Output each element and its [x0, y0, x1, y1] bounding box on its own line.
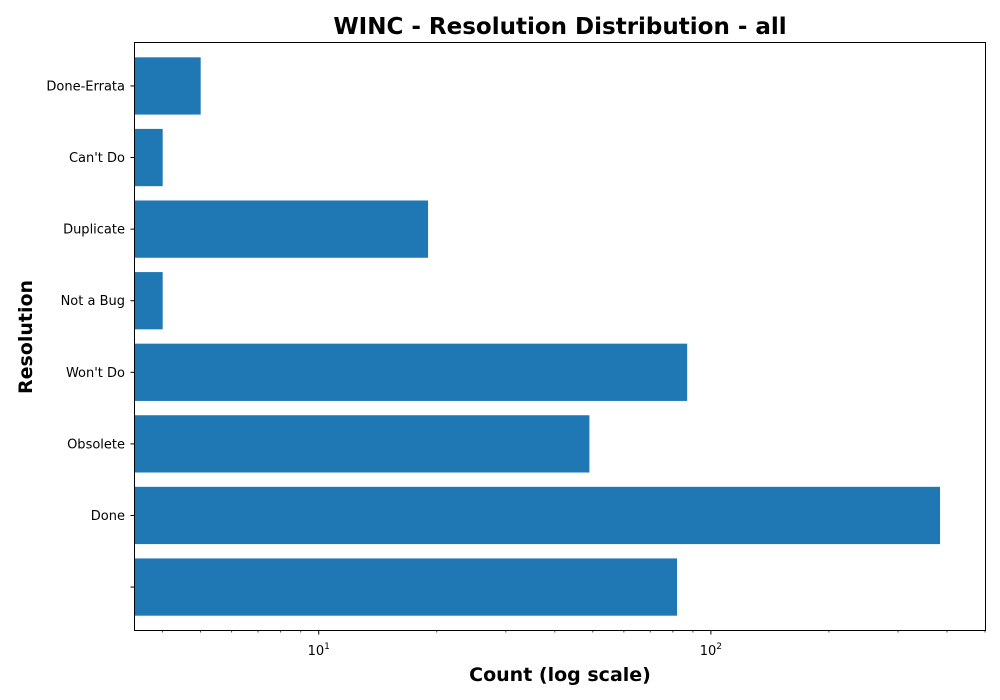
y-axis-ticks: Done Obsolete Won't Do Not a Bug Duplicate Ca…	[46, 79, 135, 588]
y-tick-label: Can't Do	[69, 151, 125, 166]
y-axis-label: Resolution	[15, 280, 37, 394]
bar-duplicate	[135, 200, 429, 258]
x-axis-ticks: 101 102	[162, 630, 986, 659]
y-tick-label: Obsolete	[67, 437, 125, 452]
bar-can-t-do	[135, 128, 163, 187]
bar-won-t-do	[135, 343, 688, 401]
bar-done	[135, 486, 941, 545]
y-tick-label: Won't Do	[66, 366, 125, 381]
bar-obsolete	[135, 415, 590, 473]
y-tick-label: Done-Errata	[46, 79, 125, 94]
bar-not-a-bug	[135, 272, 163, 330]
plot-area-frame	[134, 42, 986, 631]
x-axis-label: Count (log scale)	[469, 664, 651, 686]
bars-group	[135, 57, 941, 616]
x-tick-label: 101	[308, 642, 330, 659]
x-tick-label: 102	[700, 642, 722, 659]
y-tick-label: Not a Bug	[61, 294, 125, 309]
y-tick-label: Done	[91, 509, 125, 524]
bar-unlabeled	[135, 558, 678, 616]
y-tick-label: Duplicate	[63, 223, 125, 238]
bar-done-errata	[135, 57, 201, 115]
chart-title: WINC - Resolution Distribution - all	[333, 14, 786, 40]
